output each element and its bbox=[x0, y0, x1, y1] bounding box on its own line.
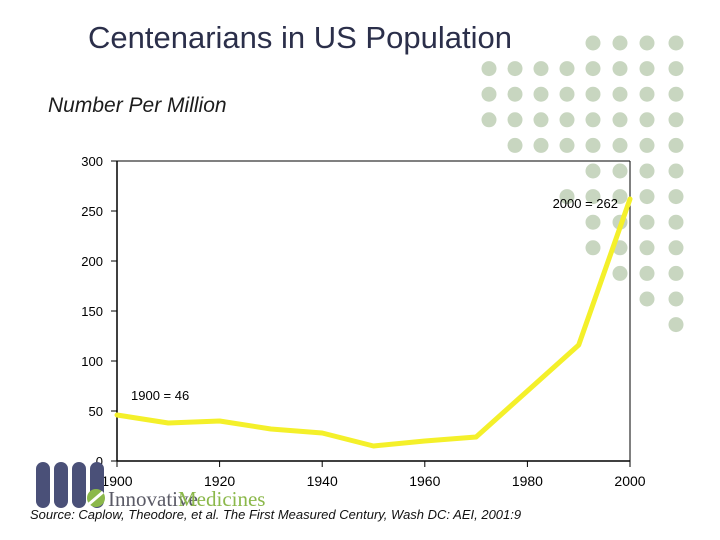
source-citation: Source: Caplow, Theodore, et al. The Fir… bbox=[30, 507, 522, 522]
decorative-dot bbox=[585, 163, 601, 179]
y-tick-label: 100 bbox=[81, 354, 103, 369]
company-logo-bars bbox=[36, 462, 105, 508]
decorative-dot bbox=[612, 265, 628, 281]
logo-word-innovative: Innovative bbox=[108, 487, 198, 511]
decorative-dot bbox=[559, 137, 575, 153]
decorative-dot bbox=[481, 86, 497, 102]
decorative-dot bbox=[533, 86, 549, 102]
logo-word-medicines: Medicines bbox=[178, 487, 266, 511]
decorative-dot bbox=[585, 86, 601, 102]
decorative-dot bbox=[585, 240, 601, 256]
y-tick-label: 200 bbox=[81, 254, 103, 269]
decorative-dot bbox=[639, 61, 655, 77]
y-tick-label: 0 bbox=[96, 454, 103, 469]
decorative-dot bbox=[668, 291, 684, 307]
decorative-dot bbox=[507, 61, 523, 77]
decorative-dot bbox=[668, 112, 684, 128]
decorative-dot bbox=[612, 163, 628, 179]
decorative-dot bbox=[639, 86, 655, 102]
x-tick-label: 1920 bbox=[204, 473, 235, 489]
decorative-dot bbox=[559, 61, 575, 77]
x-tick-label: 1900 bbox=[101, 473, 132, 489]
y-tick-label: 250 bbox=[81, 204, 103, 219]
decorative-dot bbox=[668, 61, 684, 77]
decorative-dot bbox=[612, 112, 628, 128]
centenarians-series-line bbox=[114, 196, 633, 449]
decorative-dot bbox=[507, 86, 523, 102]
decorative-dot bbox=[639, 35, 655, 51]
data-annotation: 1900 = 46 bbox=[131, 388, 189, 403]
decorative-dot bbox=[612, 61, 628, 77]
decorative-dot bbox=[585, 61, 601, 77]
decorative-dot bbox=[639, 112, 655, 128]
decorative-dot bbox=[559, 86, 575, 102]
decorative-dot bbox=[585, 214, 601, 230]
decorative-dot bbox=[639, 214, 655, 230]
data-annotation: 2000 = 262 bbox=[553, 196, 618, 211]
decorative-dot bbox=[639, 291, 655, 307]
x-tick-label: 1960 bbox=[409, 473, 440, 489]
slide-title: Centenarians in US Population bbox=[88, 20, 512, 55]
decorative-dot bbox=[507, 112, 523, 128]
decorative-dot bbox=[639, 189, 655, 205]
decorative-dot bbox=[585, 189, 601, 205]
decorative-dot bbox=[668, 86, 684, 102]
decorative-dot bbox=[668, 189, 684, 205]
decorative-dot bbox=[639, 265, 655, 281]
decorative-dot bbox=[668, 137, 684, 153]
decorative-dot bbox=[668, 35, 684, 51]
decorative-dot bbox=[533, 61, 549, 77]
decorative-dot bbox=[612, 86, 628, 102]
x-tick-label: 2000 bbox=[614, 473, 645, 489]
decorative-dot bbox=[612, 35, 628, 51]
slide-subtitle: Number Per Million bbox=[48, 94, 227, 117]
decorative-dot bbox=[481, 112, 497, 128]
decorative-dot bbox=[585, 35, 601, 51]
decorative-dot bbox=[639, 137, 655, 153]
decorative-dot bbox=[481, 61, 497, 77]
x-tick-label: 1940 bbox=[307, 473, 338, 489]
x-tick-label: 1980 bbox=[512, 473, 543, 489]
decorative-dot bbox=[533, 112, 549, 128]
y-tick-label: 50 bbox=[89, 404, 103, 419]
y-tick-label: 300 bbox=[81, 154, 103, 169]
decorative-dot bbox=[612, 189, 628, 205]
decorative-dot bbox=[668, 214, 684, 230]
decorative-dot bbox=[559, 112, 575, 128]
decorative-dot bbox=[639, 240, 655, 256]
decorative-dot bbox=[639, 163, 655, 179]
decorative-dot bbox=[507, 137, 523, 153]
decorative-dot bbox=[612, 137, 628, 153]
decorative-dot bbox=[668, 265, 684, 281]
decorative-dot bbox=[585, 112, 601, 128]
decorative-dot bbox=[533, 137, 549, 153]
decorative-dot bbox=[585, 137, 601, 153]
decorative-dot bbox=[668, 240, 684, 256]
decorative-dot bbox=[668, 163, 684, 179]
decorative-dot bbox=[668, 317, 684, 333]
decorative-dot bbox=[559, 189, 575, 205]
y-tick-label: 150 bbox=[81, 304, 103, 319]
